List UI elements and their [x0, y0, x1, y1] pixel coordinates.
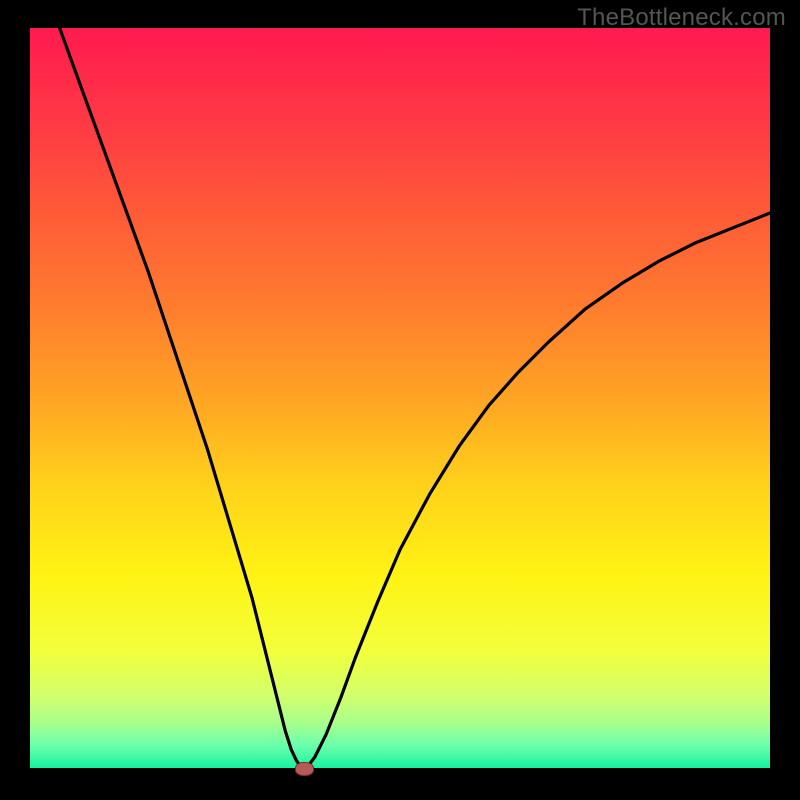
chart-container: TheBottleneck.com: [0, 0, 800, 800]
optimum-marker: [295, 762, 314, 776]
plot-area: [30, 28, 770, 768]
bottleneck-curve: [30, 28, 770, 768]
